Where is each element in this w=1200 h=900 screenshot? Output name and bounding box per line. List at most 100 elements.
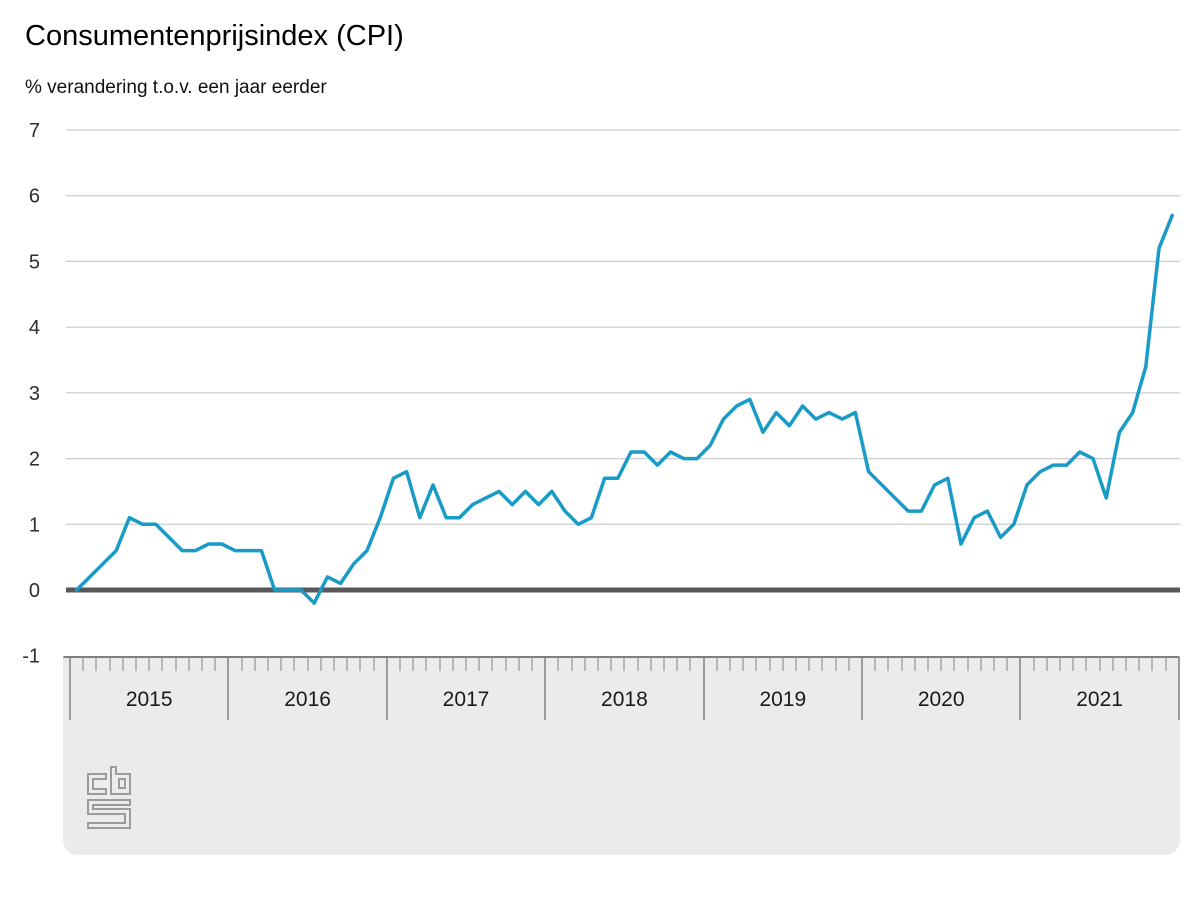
month-tick — [346, 658, 349, 671]
y-axis-label: 2 — [29, 449, 40, 471]
year-separator — [69, 658, 71, 720]
y-axis-label: -1 — [22, 646, 40, 668]
month-tick — [491, 658, 494, 671]
month-tick — [465, 658, 467, 671]
y-axis-label: 0 — [29, 580, 40, 602]
month-tick — [768, 658, 771, 671]
month-tick — [174, 658, 177, 671]
month-tick — [95, 658, 98, 671]
y-axis-label: 4 — [29, 317, 40, 339]
year-label: 2020 — [917, 688, 965, 711]
y-axis-label: 6 — [29, 186, 40, 208]
month-tick — [1098, 658, 1101, 671]
y-axis-label: 3 — [29, 383, 40, 405]
cbs-logo-icon — [87, 766, 131, 829]
month-tick — [583, 658, 586, 671]
month-tick — [478, 658, 481, 671]
month-tick — [108, 658, 111, 671]
month-tick — [808, 658, 811, 671]
month-tick — [900, 658, 903, 671]
month-tick — [293, 658, 296, 671]
month-tick — [993, 658, 995, 671]
month-tick — [425, 658, 428, 671]
year-separator — [385, 658, 388, 720]
month-tick — [504, 658, 507, 671]
month-tick — [1138, 658, 1141, 671]
month-tick — [280, 658, 283, 671]
month-tick — [887, 658, 890, 671]
month-tick — [438, 658, 441, 671]
month-tick — [121, 658, 124, 671]
y-axis-label: 7 — [29, 120, 40, 142]
month-tick — [1085, 658, 1088, 671]
month-tick — [253, 658, 256, 671]
year-separator — [1019, 658, 1022, 720]
month-tick — [531, 658, 533, 671]
month-tick — [1006, 658, 1009, 671]
month-tick — [623, 658, 626, 671]
month-tick — [597, 658, 599, 671]
month-tick — [689, 658, 692, 671]
month-tick — [847, 658, 850, 671]
month-tick — [1045, 658, 1048, 671]
month-tick — [821, 658, 824, 671]
year-label: 2021 — [1076, 688, 1123, 711]
month-tick — [610, 658, 613, 671]
month-tick — [306, 658, 309, 671]
year-separator — [861, 658, 863, 720]
month-tick — [201, 658, 203, 671]
cpi-line-chart: 7 6 5 4 3 2 1 0 -1 — [22, 120, 1180, 668]
month-tick — [636, 658, 639, 671]
year-separator — [1177, 658, 1180, 720]
time-axis-band: 2015 2016 2017 2018 2019 2020 2021 — [63, 656, 1180, 855]
month-tick — [135, 658, 137, 671]
month-tick — [1111, 658, 1114, 671]
month-tick — [187, 658, 190, 671]
month-tick — [979, 658, 982, 671]
month-tick — [1164, 658, 1167, 671]
month-tick — [570, 658, 573, 671]
month-tick — [649, 658, 652, 671]
year-separator — [702, 658, 705, 720]
month-tick — [557, 658, 560, 671]
cpi-line — [74, 213, 1174, 605]
month-tick — [399, 658, 401, 671]
month-tick — [715, 658, 718, 671]
month-tick — [913, 658, 916, 671]
year-label: 2019 — [759, 688, 807, 711]
month-tick — [161, 658, 164, 671]
month-tick — [333, 658, 335, 671]
year-label: 2016 — [284, 688, 331, 711]
year-separator — [544, 658, 547, 720]
month-tick — [1059, 658, 1061, 671]
month-tick — [1072, 658, 1075, 671]
month-tick — [1032, 658, 1035, 671]
month-tick — [451, 658, 454, 671]
month-tick — [781, 658, 784, 671]
month-tick — [214, 658, 217, 671]
month-tick — [359, 658, 362, 671]
year-label: 2015 — [125, 688, 173, 711]
month-tick — [663, 658, 665, 671]
year-label: 2017 — [442, 688, 490, 711]
month-tick — [795, 658, 797, 671]
month-tick — [834, 658, 837, 671]
month-tick — [874, 658, 877, 671]
month-tick — [267, 658, 269, 671]
year-label: 2018 — [601, 688, 648, 711]
year-separator — [227, 658, 230, 720]
month-tick — [1151, 658, 1154, 671]
month-tick — [742, 658, 745, 671]
y-axis-label: 1 — [29, 514, 40, 536]
month-tick — [372, 658, 375, 671]
month-tick — [755, 658, 758, 671]
month-tick — [240, 658, 243, 671]
month-tick — [927, 658, 929, 671]
month-tick — [412, 658, 415, 671]
month-tick — [1125, 658, 1127, 671]
month-tick — [148, 658, 151, 671]
month-tick — [517, 658, 520, 671]
month-tick — [966, 658, 969, 671]
month-tick — [940, 658, 943, 671]
month-tick — [82, 658, 85, 671]
